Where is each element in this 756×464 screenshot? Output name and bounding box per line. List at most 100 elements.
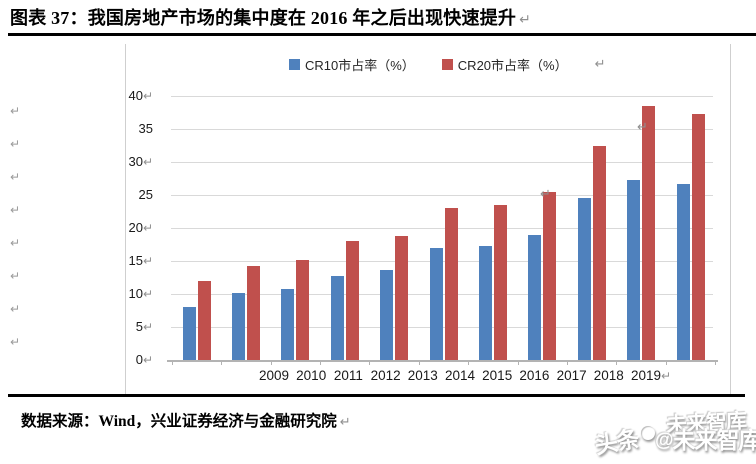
paragraph-mark-icon: ↵ — [142, 353, 153, 367]
gridline — [171, 162, 713, 163]
bar-cr10-2018 — [627, 180, 641, 360]
bar-cr10-2009 — [182, 307, 196, 360]
x-axis-tick — [616, 361, 618, 365]
figure-title-row: 图表 37：我国房地产市场的集中度在 2016 年之后出现快速提升 ↵ — [10, 4, 531, 30]
paragraph-mark-icon: ↵ — [142, 320, 153, 334]
x-axis-tick — [221, 361, 223, 365]
x-tick-label: 2016 — [519, 368, 550, 383]
source-note: 数据来源：Wind，兴业证券经济与金融研究院 — [21, 413, 337, 430]
paragraph-mark-icon: ↵ — [142, 89, 153, 103]
watermark-at-sign: @ — [655, 430, 674, 451]
bar-cr20-2013 — [395, 235, 409, 360]
y-tick-label: 20↵ — [128, 220, 153, 235]
x-tick-label: 2010 — [296, 368, 327, 383]
y-tick-label: 15↵ — [128, 253, 153, 268]
x-axis-tick — [715, 361, 717, 365]
y-tick-label: 5↵ — [135, 319, 153, 334]
bar-cr20-2017 — [592, 145, 606, 360]
paragraph-mark-icon: ↵ — [594, 57, 606, 72]
paragraph-mark-icon: ↵ — [142, 254, 153, 268]
x-axis-tick — [320, 361, 321, 365]
x-axis-tick — [517, 361, 519, 365]
y-tick-label: 35 — [138, 121, 153, 136]
watermark-prefix: 头条 — [592, 425, 641, 459]
bar-cr20-2011 — [296, 260, 310, 360]
watermark-logo-icon — [641, 426, 655, 440]
paragraph-mark-icon: ↵ — [142, 287, 153, 301]
paragraph-mark-icon: ↵ — [10, 269, 21, 283]
x-axis-tick — [369, 361, 371, 365]
y-tick-label: 25 — [138, 187, 153, 202]
paragraph-mark-icon: ↵ — [10, 104, 21, 118]
watermark-brand: 未来智库 — [672, 427, 756, 453]
source-note-row: 数据来源：Wind，兴业证券经济与金融研究院 ↵ — [21, 409, 351, 431]
legend-label-cr20: CR20市占率（%） — [457, 58, 568, 73]
paragraph-mark-icon: ↵ — [10, 302, 21, 316]
bar-cr20-2012 — [345, 240, 359, 360]
paragraph-mark-icon: ↵ — [339, 415, 351, 430]
bar-cr10-2014 — [429, 248, 443, 360]
paragraph-mark-icon: ↵ — [637, 119, 648, 134]
x-tick-label: 2015 — [482, 368, 513, 383]
paragraph-mark-icon: ↵ — [10, 137, 21, 151]
x-axis-tick — [270, 361, 272, 365]
x-tick-label: 2011 — [333, 368, 363, 383]
legend-item-cr10: CR10市占率（%） — [289, 55, 415, 74]
x-tick-label: 2018 — [593, 368, 624, 383]
bar-cr20-2019 — [691, 113, 705, 360]
y-tick-label: 40↵ — [128, 88, 153, 103]
x-tick-label: 2013 — [407, 368, 438, 383]
bar-cr20-2009 — [197, 281, 211, 360]
chart-legend: CR10市占率（%） CR20市占率（%） ↵ — [289, 55, 606, 74]
x-axis-tick — [567, 361, 568, 365]
paragraph-mark-icon: ↵ — [519, 12, 532, 28]
paragraph-mark-icon: ↵ — [10, 236, 21, 250]
bar-cr20-2015 — [493, 204, 507, 360]
bar-cr10-2010 — [231, 293, 245, 360]
paragraph-mark-icon: ↵ — [10, 203, 21, 217]
bar-cr10-2013 — [380, 269, 394, 360]
bar-cr20-2016 — [543, 191, 557, 360]
gridline — [171, 129, 713, 130]
paragraph-mark-icon: ↵ — [540, 186, 551, 201]
watermark: 未来智库 头条 @未来智库 — [593, 410, 756, 462]
gridline — [171, 228, 713, 229]
paragraph-mark-icon: ↵ — [10, 170, 21, 184]
gridline — [171, 96, 713, 97]
x-axis-tick — [418, 361, 420, 365]
paragraph-mark-icon: ↵ — [142, 155, 153, 169]
section-bottom-rule — [8, 394, 745, 397]
y-tick-label: 10↵ — [128, 286, 153, 301]
bar-cr10-2015 — [478, 246, 492, 360]
bar-cr10-2012 — [330, 275, 344, 360]
bar-cr10-2017 — [577, 198, 591, 360]
x-tick-label: 2014 — [444, 368, 476, 383]
bar-cr10-2016 — [528, 235, 542, 360]
bar-cr20-2010 — [246, 265, 260, 360]
x-tick-label: 2017 — [556, 368, 587, 383]
figure-title: 图表 37：我国房地产市场的集中度在 2016 年之后出现快速提升 — [10, 8, 517, 28]
watermark-main-text: 头条 @未来智库 — [593, 421, 756, 458]
bar-cr10-2011 — [281, 289, 295, 360]
bar-cr20-2014 — [444, 207, 458, 360]
x-tick-label: 2012 — [370, 368, 401, 383]
x-axis-tick — [171, 361, 173, 365]
paragraph-mark-icon: ↵ — [661, 369, 672, 383]
x-tick-label: 2019 — [630, 368, 662, 383]
legend-label-cr10: CR10市占率（%） — [305, 58, 415, 73]
paragraph-mark-icon: ↵ — [142, 221, 153, 235]
legend-item-cr20: CR20市占率（%） — [441, 55, 568, 74]
legend-swatch-cr20-icon — [441, 59, 453, 70]
chart-object-frame — [125, 44, 731, 395]
paragraph-mark-icon: ↵ — [10, 335, 21, 349]
bar-cr20-2018 — [642, 105, 656, 360]
y-tick-label: 30↵ — [128, 154, 153, 169]
y-tick-label: 0↵ — [135, 352, 153, 367]
x-axis-line — [167, 360, 718, 362]
title-underline — [8, 33, 756, 36]
legend-swatch-cr10-icon — [289, 59, 300, 70]
x-axis-tick — [468, 361, 470, 365]
x-tick-label: 2009 — [258, 368, 290, 383]
